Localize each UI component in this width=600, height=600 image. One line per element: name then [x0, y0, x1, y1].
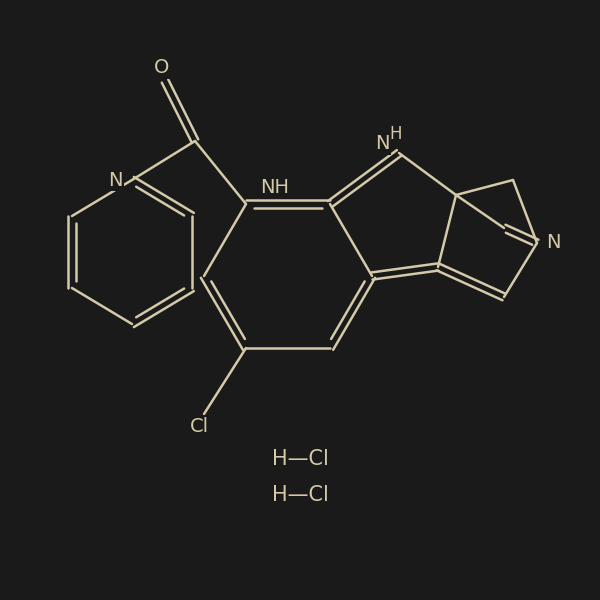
Text: N: N [108, 170, 122, 190]
Text: NH: NH [260, 178, 289, 197]
Text: N: N [547, 233, 561, 253]
Text: N: N [375, 134, 389, 154]
Text: H—Cl: H—Cl [272, 449, 328, 469]
Text: H—Cl: H—Cl [272, 485, 328, 505]
Text: O: O [154, 58, 170, 77]
Text: H: H [390, 125, 402, 143]
Text: Cl: Cl [190, 416, 209, 436]
